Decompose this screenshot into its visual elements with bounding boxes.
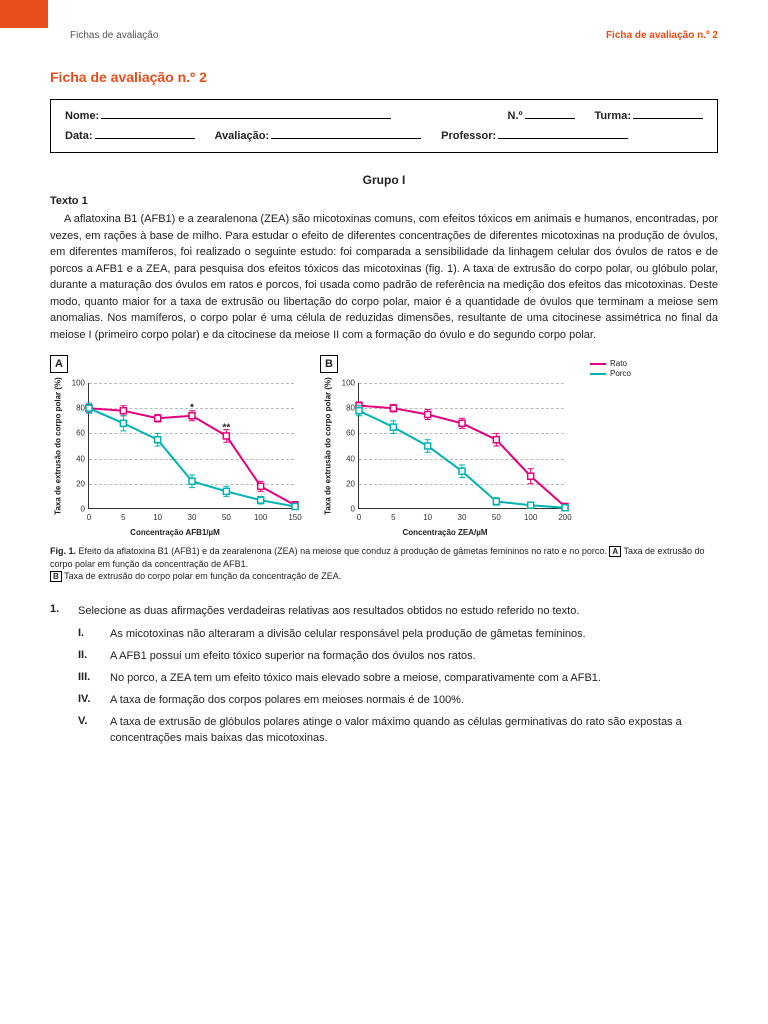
q1-option-text: No porco, a ZEA tem um efeito tóxico mai… <box>110 671 718 687</box>
student-info-box: Nome: N.º Turma: Data: Avaliação: P <box>50 99 718 153</box>
chart-annotation: ** <box>222 423 230 434</box>
input-numero[interactable] <box>525 118 575 119</box>
xtick: 150 <box>288 513 301 522</box>
q1-text: Selecione as duas afirmações verdadeiras… <box>78 603 718 620</box>
q1-option-text: A AFB1 possui um efeito tóxico superior … <box>110 649 718 665</box>
corner-tab <box>0 0 48 28</box>
figure-1: A 02040608010005103050100150***Taxa de e… <box>50 355 718 535</box>
xtick: 5 <box>121 513 125 522</box>
xtick: 50 <box>492 513 501 522</box>
texto-label: Texto 1 <box>50 195 718 207</box>
xtick: 10 <box>423 513 432 522</box>
ytick: 60 <box>335 429 355 438</box>
legend-label-rato: Rato <box>610 359 627 368</box>
xtick: 50 <box>222 513 231 522</box>
panel-label-B: B <box>320 355 338 373</box>
q1-option-1: I. As micotoxinas não alteraram a divisão… <box>78 627 718 643</box>
q1-option-4: IV. A taxa de formação dos corpos polares… <box>78 693 718 709</box>
chart-A: A 02040608010005103050100150***Taxa de e… <box>50 355 300 535</box>
q1-option-2: II. A AFB1 possui um efeito tóxico superi… <box>78 649 718 665</box>
header-left: Fichas de avaliação <box>70 30 158 41</box>
legend-label-porco: Porco <box>610 369 631 378</box>
ytick: 20 <box>65 479 85 488</box>
label-data: Data: <box>65 130 93 142</box>
input-nome[interactable] <box>101 118 391 119</box>
ytick: 60 <box>65 429 85 438</box>
input-data[interactable] <box>95 138 195 139</box>
y-axis-label: Taxa de extrusão do corpo polar (%) <box>324 377 333 515</box>
ytick: 0 <box>65 505 85 514</box>
q1-option-num: IV. <box>78 693 100 709</box>
worksheet-title: Ficha de avaliação n.º 2 <box>50 69 718 85</box>
input-professor[interactable] <box>498 138 628 139</box>
panel-label-A: A <box>50 355 68 373</box>
y-axis-label: Taxa de extrusão do corpo polar (%) <box>54 377 63 515</box>
xtick: 200 <box>558 513 571 522</box>
group-heading: Grupo I <box>50 173 718 187</box>
ytick: 100 <box>335 379 355 388</box>
caption-lead: Fig. 1. <box>50 546 76 556</box>
input-turma[interactable] <box>633 118 703 119</box>
caption-t3: Taxa de extrusão do corpo polar em funçã… <box>62 571 342 581</box>
q1-option-num: V. <box>78 715 100 747</box>
ytick: 20 <box>335 479 355 488</box>
xtick: 10 <box>153 513 162 522</box>
header-right: Ficha de avaliação n.º 2 <box>606 30 718 41</box>
caption-box-B: B <box>50 571 62 582</box>
q1-number: 1. <box>50 603 68 620</box>
q1-option-3: III. No porco, a ZEA tem um efeito tóxico… <box>78 671 718 687</box>
xtick: 5 <box>391 513 395 522</box>
q1-option-text: A taxa de formação dos corpos polares em… <box>110 693 718 709</box>
x-axis-label: Concentração AFB1/µM <box>130 528 220 537</box>
page-header: Fichas de avaliação Ficha de avaliação n… <box>50 30 718 41</box>
xtick: 100 <box>524 513 537 522</box>
question-1: 1. Selecione as duas afirmações verdadei… <box>50 603 718 620</box>
x-axis-label: Concentração ZEA/µM <box>402 528 487 537</box>
label-professor: Professor: <box>441 130 496 142</box>
label-avaliacao: Avaliação: <box>215 130 270 142</box>
q1-option-num: I. <box>78 627 100 643</box>
xtick: 100 <box>254 513 267 522</box>
caption-t1: Efeito da aflatoxina B1 (AFB1) e da zear… <box>76 546 609 556</box>
legend-swatch-porco <box>590 373 606 375</box>
ytick: 0 <box>335 505 355 514</box>
figure-caption: Fig. 1. Efeito da aflatoxina B1 (AFB1) e… <box>50 545 718 583</box>
xtick: 0 <box>87 513 91 522</box>
ytick: 40 <box>335 454 355 463</box>
xtick: 30 <box>458 513 467 522</box>
chart-B: B 0 20 40 60 80 100 0 5 10 30 50 100 200 Taxa de extr… <box>320 355 570 535</box>
label-turma: Turma: <box>595 110 631 122</box>
ytick: 80 <box>335 404 355 413</box>
q1-option-num: III. <box>78 671 100 687</box>
q1-option-num: II. <box>78 649 100 665</box>
xtick: 0 <box>357 513 361 522</box>
xtick: 30 <box>188 513 197 522</box>
label-numero: N.º <box>508 110 523 122</box>
q1-option-text: A taxa de extrusão de glóbulos polares a… <box>110 715 718 747</box>
chart-annotation: * <box>190 403 194 414</box>
texto-body: A aflatoxina B1 (AFB1) e a zearalenona (… <box>50 211 718 343</box>
input-avaliacao[interactable] <box>271 138 421 139</box>
q1-option-5: V. A taxa de extrusão de glóbulos polares… <box>78 715 718 747</box>
ytick: 40 <box>65 454 85 463</box>
caption-box-A: A <box>609 546 621 557</box>
q1-option-text: As micotoxinas não alteraram a divisão c… <box>110 627 718 643</box>
legend-swatch-rato <box>590 363 606 365</box>
ytick: 100 <box>65 379 85 388</box>
label-nome: Nome: <box>65 110 99 122</box>
ytick: 80 <box>65 404 85 413</box>
chart-legend: Rato Porco <box>590 359 631 379</box>
